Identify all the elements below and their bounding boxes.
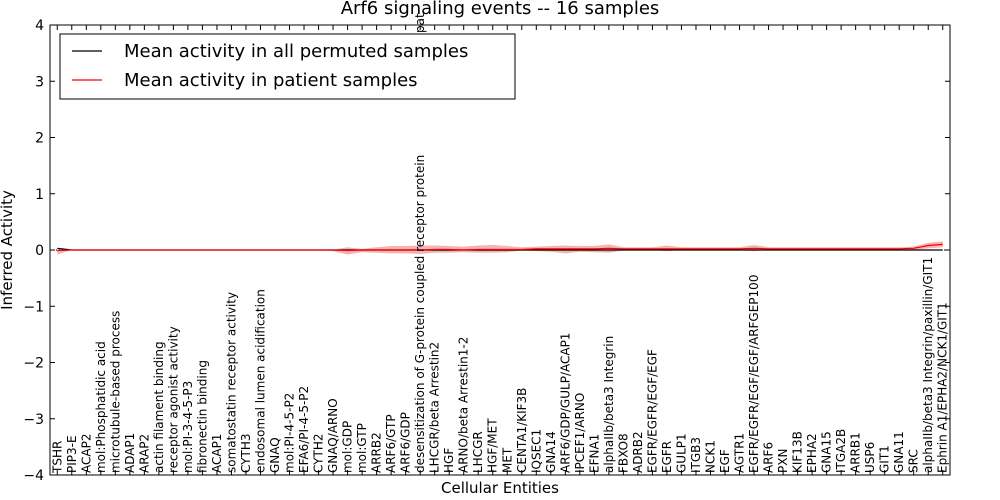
x-tick-label: FBXO8 <box>616 433 630 473</box>
x-tick-label: GNA11 <box>892 431 906 473</box>
x-tick-label: CENTA1/KIF3B <box>515 388 529 473</box>
x-tick-label: receptor agonist activity <box>166 326 180 473</box>
legend-label: Mean activity in all permuted samples <box>124 41 468 62</box>
y-tick-label: −3 <box>23 412 44 428</box>
legend-label: Mean activity in patient samples <box>124 70 418 91</box>
x-tick-label: IPCEF1/ARNO <box>573 393 587 473</box>
x-tick-label: endosomal lumen acidification <box>253 289 267 473</box>
x-tick-label: CYTH2 <box>312 434 326 474</box>
x-tick-label: mol:Phosphatidic acid <box>94 341 108 473</box>
annotation-label: pat <box>413 13 427 33</box>
x-tick-label: TSHR <box>50 441 64 474</box>
x-tick-label: GULP1 <box>674 433 688 473</box>
x-tick-label: AGTR1 <box>733 433 747 473</box>
x-tick-label: USP6 <box>863 442 877 473</box>
y-tick-label: 4 <box>35 18 44 34</box>
x-axis-label: Cellular Entities <box>441 479 559 497</box>
x-tick-label: ACAP1 <box>210 434 224 473</box>
x-tick-label: LHCGR/beta Arrestin2 <box>428 342 442 473</box>
x-tick-label: Ephrin A1/EPHA2/NCK1/GIT1 <box>936 302 950 473</box>
x-tick-label: NCK1 <box>703 440 717 473</box>
x-tick-label: ARF6/GDP <box>399 412 413 473</box>
patient-mean-line <box>57 243 943 252</box>
x-tick-label: ARNO/beta Arrestin1-2 <box>457 337 471 473</box>
x-tick-label: microtubule-based process <box>108 311 122 473</box>
x-tick-label: CYTH3 <box>239 434 253 474</box>
x-tick-label: ITGB3 <box>689 437 703 473</box>
patient-activity-band <box>57 241 943 255</box>
x-tick-label: ARRB2 <box>370 432 384 473</box>
y-tick-label: 3 <box>35 74 44 90</box>
x-tick-label: GNAQ/ARNO <box>326 398 340 473</box>
x-tick-label: GIT1 <box>878 445 892 473</box>
x-tick-label: ITGA2B <box>834 429 848 473</box>
x-tick-label: somatostatin receptor activity <box>224 292 238 473</box>
y-tick-label: 1 <box>35 187 44 203</box>
x-tick-label: EGFR/EGFR/EGF/EGF/ARFGEP100 <box>747 275 761 473</box>
x-tick-label: alphaIIb/beta3 Integrin <box>602 336 616 473</box>
x-tick-label: ARF6/GDP/GULP/ACAP1 <box>558 333 572 473</box>
x-tick-label: IQSEC1 <box>529 429 543 473</box>
x-tick-label: ADAP1 <box>123 433 137 473</box>
x-tick-label: GNA14 <box>544 431 558 473</box>
y-tick-label: −4 <box>23 468 44 484</box>
y-axis-label: Inferred Activity <box>0 190 16 310</box>
x-tick-label: actin filament binding <box>152 341 166 473</box>
x-tick-label: MET <box>500 447 514 473</box>
x-tick-label: mol:GTP <box>355 423 369 473</box>
x-tick-label: GNA15 <box>820 431 834 473</box>
x-tick-label: ARAP2 <box>137 434 151 473</box>
x-tick-label: GNAQ <box>268 437 282 473</box>
x-tick-label: LHCGR <box>471 431 485 473</box>
x-tick-label: HGF/MET <box>486 418 500 473</box>
x-tick-label: PIP3-E <box>65 435 79 473</box>
y-tick-label: 0 <box>35 243 44 259</box>
x-tick-label: ARF6 <box>762 442 776 473</box>
x-tick-label: EPHA2 <box>805 433 819 473</box>
x-tick-label: KIF13B <box>791 431 805 473</box>
x-tick-label: PXN <box>776 449 790 473</box>
x-tick-label: mol:GDP <box>341 421 355 473</box>
x-tick-label: fibronectin binding <box>195 360 209 473</box>
y-tick-label: −1 <box>23 299 44 315</box>
x-tick-label: EGFR <box>660 441 674 473</box>
chart-title: Arf6 signaling events -- 16 samples <box>341 0 660 19</box>
y-tick-label: 2 <box>35 131 44 147</box>
x-tick-label: EGF <box>718 449 732 473</box>
y-tick-label: −2 <box>23 356 44 372</box>
x-tick-label: ACAP2 <box>79 434 93 473</box>
x-tick-label: SRC <box>907 449 921 473</box>
x-tick-label: HGF <box>442 448 456 473</box>
x-tick-label: ARRB1 <box>849 432 863 473</box>
legend-box <box>59 33 516 100</box>
x-tick-label: mol:PI-3-4-5-P3 <box>181 381 195 473</box>
x-tick-label: EGFR/EGFR/EGF/EGF <box>645 349 659 473</box>
x-tick-label: EFNA1 <box>587 434 601 473</box>
x-tick-label: desensitization of G-protein coupled rec… <box>413 155 427 473</box>
x-tick-label: ADRB2 <box>631 431 645 473</box>
x-tick-label: ARF6/GTP <box>384 414 398 473</box>
x-tick-label: alphaIIb/beta3 Integrin/paxillin/GIT1 <box>921 257 935 473</box>
x-tick-label: EFA6/PI-4-5-P2 <box>297 386 311 473</box>
x-tick-label: mol:PI-4-5-P2 <box>283 393 297 473</box>
